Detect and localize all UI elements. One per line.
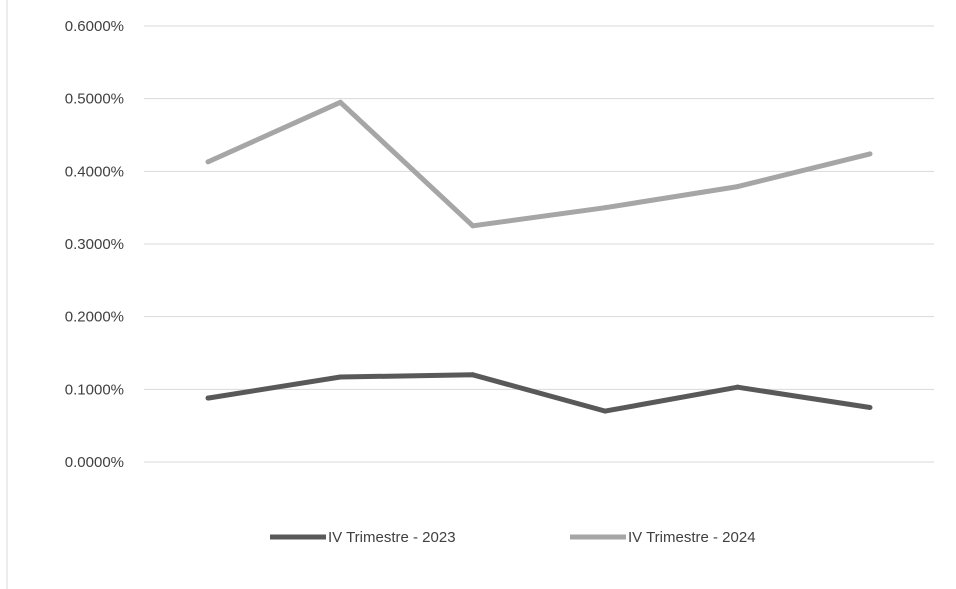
gridlines (144, 25, 934, 463)
y-tick-label: 0.1000% (65, 381, 124, 398)
y-tick-label: 0.5000% (65, 91, 124, 108)
y-tick-label: 0.2000% (65, 309, 124, 326)
data-point (735, 384, 741, 390)
data-point (867, 151, 873, 157)
y-tick-label: 0.4000% (65, 163, 124, 180)
series-line-1 (206, 99, 871, 229)
data-point (205, 395, 211, 401)
data-point (470, 223, 476, 229)
y-axis-tick-labels: 0.0000% 0.1000% 0.2000% 0.3000% 0.4000% 0.500… (65, 18, 124, 471)
legend: IV Trimestre - 2023 IV Trimestre - 2024 (270, 529, 756, 546)
data-point (602, 408, 608, 414)
y-tick-label: 0.0000% (65, 454, 124, 471)
series-lines (205, 99, 873, 414)
data-point (735, 184, 741, 190)
data-point (602, 205, 608, 211)
data-point (470, 372, 476, 378)
legend-label: IV Trimestre - 2024 (628, 529, 756, 546)
data-point (337, 99, 343, 105)
data-point (337, 374, 343, 380)
y-tick-label: 0.6000% (65, 18, 124, 35)
data-point (205, 159, 211, 165)
data-point (867, 405, 873, 410)
series-line-0 (207, 372, 871, 414)
y-tick-label: 0.3000% (65, 236, 124, 253)
legend-label: IV Trimestre - 2023 (328, 529, 456, 546)
